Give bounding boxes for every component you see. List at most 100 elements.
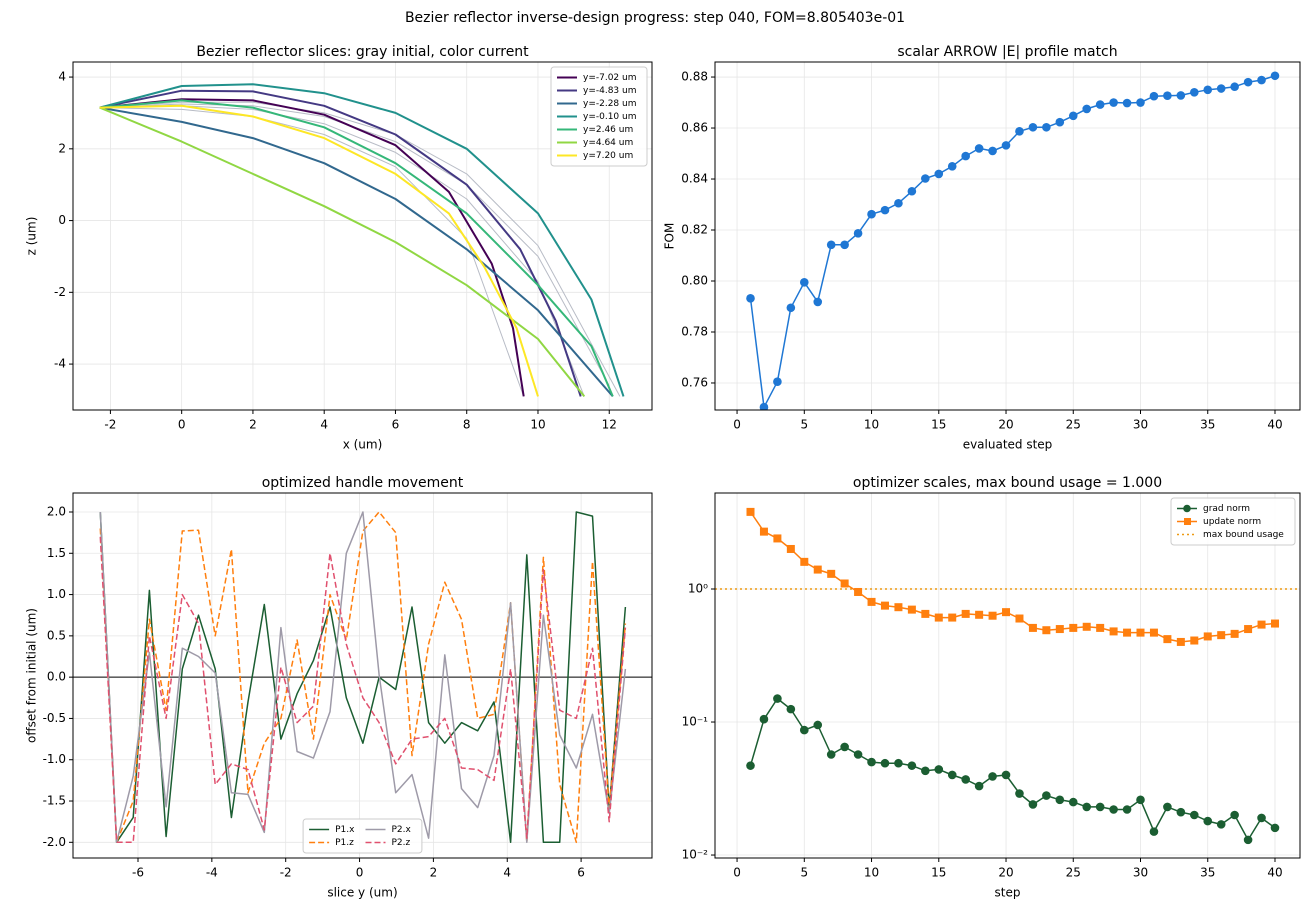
- point: [1176, 807, 1186, 817]
- point: [1243, 835, 1253, 845]
- point: [907, 605, 916, 614]
- y-axis-label: offset from initial (um): [25, 608, 39, 743]
- plot-area: [99, 83, 625, 398]
- point: [773, 377, 782, 387]
- axes-frame: [714, 492, 1301, 859]
- y-tick-label: -2: [54, 285, 66, 299]
- legend-label: max bound usage: [1203, 530, 1284, 540]
- legend-box: [1170, 497, 1296, 546]
- x-tick-label: 6: [392, 418, 400, 432]
- point: [867, 597, 876, 606]
- point: [773, 534, 782, 543]
- series-line: [749, 511, 1276, 643]
- point: [1189, 810, 1199, 820]
- chart-title: Bezier reflector slices: gray initial, c…: [196, 44, 529, 60]
- point: [1109, 805, 1118, 814]
- x-tick-label: 0: [178, 418, 186, 432]
- legend-label: P2.z: [392, 838, 411, 848]
- point: [1068, 111, 1078, 121]
- point: [1015, 127, 1024, 136]
- y-tick-label: 0.82: [681, 223, 708, 237]
- chart-title: optimized handle movement: [262, 475, 464, 491]
- point: [961, 609, 970, 618]
- x-tick-label: 15: [931, 866, 946, 880]
- point: [1203, 632, 1212, 641]
- point: [947, 770, 957, 780]
- point: [894, 758, 903, 768]
- point: [1028, 122, 1038, 132]
- point: [1270, 619, 1279, 628]
- x-tick-label: 25: [1066, 866, 1081, 880]
- point: [975, 610, 984, 619]
- point: [1244, 625, 1253, 634]
- x-tick-label: 20: [998, 418, 1013, 432]
- point: [840, 240, 849, 250]
- point: [1055, 625, 1064, 634]
- y-tick-label: 0.80: [681, 273, 708, 287]
- y-tick-label: 2: [58, 141, 66, 155]
- x-tick-label: -2: [104, 418, 116, 432]
- point: [1216, 820, 1226, 829]
- point: [921, 766, 930, 776]
- x-axis-label: slice y (um): [327, 886, 397, 900]
- point: [1095, 802, 1105, 812]
- point: [1082, 104, 1092, 114]
- point: [853, 750, 863, 759]
- x-tick-label: 0: [733, 866, 741, 880]
- series-line: [99, 104, 539, 397]
- series-line: [99, 105, 585, 397]
- y-tick-label: -1.0: [43, 752, 66, 766]
- legend-label: grad norm: [1203, 504, 1250, 514]
- point: [894, 603, 903, 612]
- point: [1176, 91, 1186, 100]
- point: [1002, 608, 1011, 617]
- chart-title: scalar ARROW |E| profile match: [897, 44, 1117, 60]
- legend-label: y=-2.28 um: [583, 99, 637, 109]
- y-tick-label: 0.76: [681, 375, 708, 389]
- point: [988, 146, 997, 156]
- y-tick-label: 0.88: [681, 70, 708, 84]
- point: [867, 209, 876, 219]
- point: [1270, 71, 1280, 81]
- point: [1230, 82, 1239, 92]
- axes-frame: [714, 61, 1301, 411]
- point: [827, 569, 836, 578]
- legend-marker: [1183, 504, 1191, 513]
- x-tick-label: 2: [249, 418, 257, 432]
- point: [1095, 100, 1105, 109]
- legend-label: P2.x: [392, 825, 412, 835]
- point: [1216, 84, 1226, 93]
- x-tick-label: 35: [1200, 418, 1215, 432]
- point: [759, 402, 769, 410]
- legend-box: [302, 818, 423, 854]
- point: [800, 557, 809, 566]
- plot-area: [73, 511, 652, 844]
- x-tick-label: -6: [132, 866, 144, 880]
- x-axis-label: evaluated step: [963, 438, 1053, 452]
- series-line: [99, 536, 627, 844]
- point: [961, 775, 970, 784]
- point: [947, 161, 957, 171]
- point: [826, 750, 836, 759]
- point: [934, 613, 943, 622]
- point: [1230, 629, 1239, 638]
- y-tick-label: 0.86: [681, 121, 708, 135]
- point: [921, 609, 930, 618]
- point: [934, 765, 944, 774]
- point: [988, 611, 997, 620]
- point: [1122, 98, 1132, 108]
- point: [1109, 98, 1118, 107]
- chart-title: optimizer scales, max bound usage = 1.00…: [853, 475, 1162, 491]
- series-line: [749, 75, 1276, 408]
- point: [880, 758, 890, 768]
- point: [894, 198, 903, 208]
- x-tick-label: 30: [1133, 866, 1148, 880]
- point: [1042, 626, 1051, 635]
- point: [1136, 98, 1145, 107]
- x-tick-label: 0: [356, 866, 364, 880]
- series-line: [99, 89, 582, 397]
- point: [813, 720, 823, 730]
- x-tick-label: 40: [1267, 418, 1282, 432]
- point: [948, 613, 957, 622]
